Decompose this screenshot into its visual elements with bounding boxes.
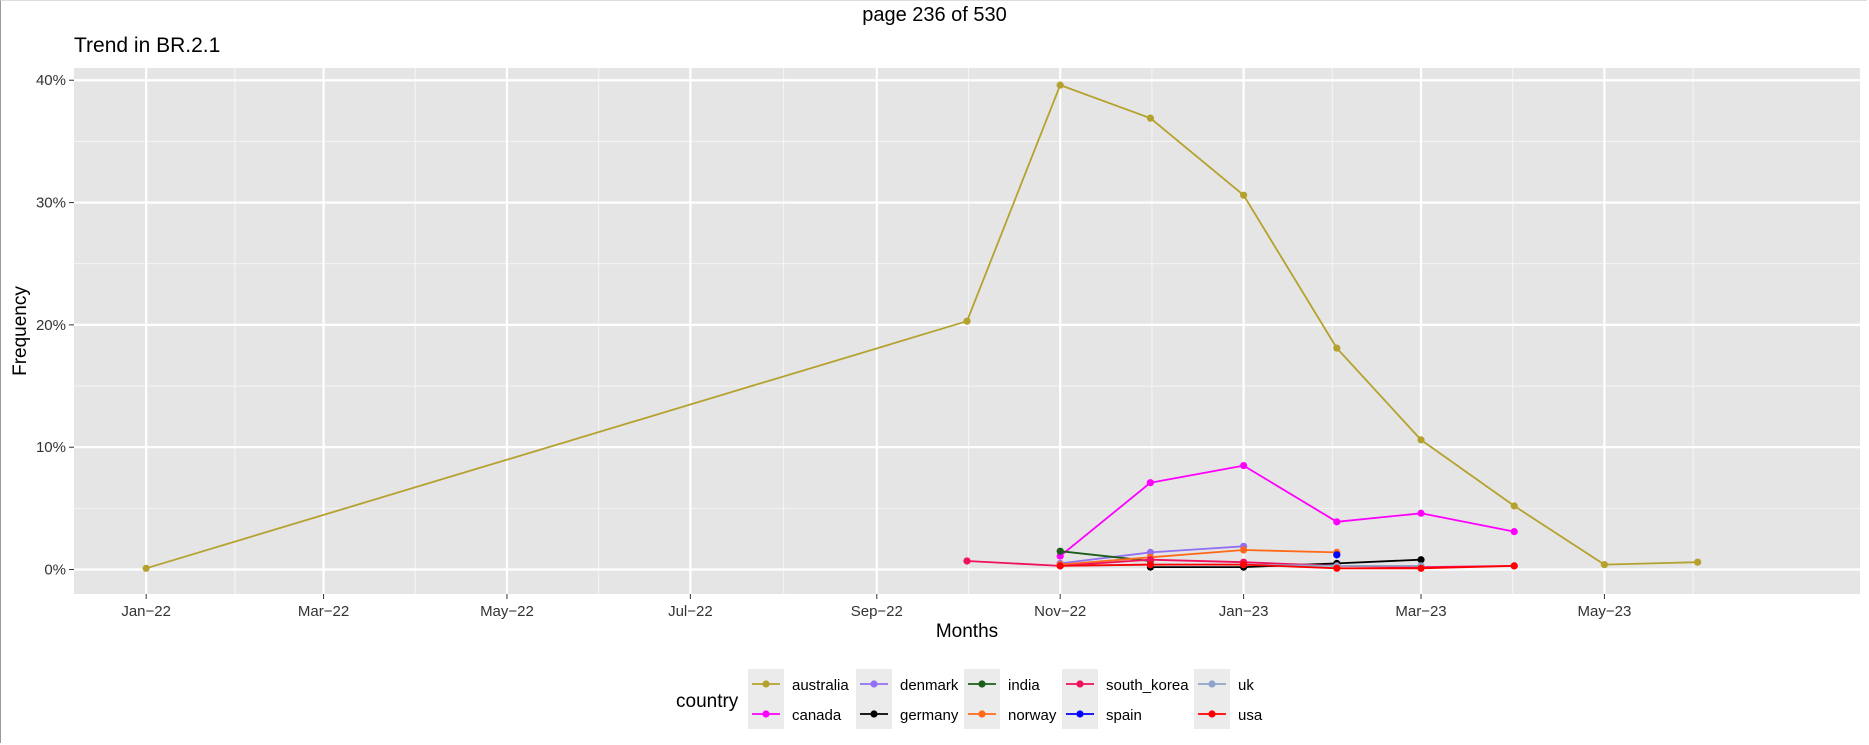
chart-title: Trend in BR.2.1 <box>74 34 221 57</box>
y-tick-label: 0% <box>44 562 66 579</box>
data-point-canada <box>1333 518 1341 526</box>
data-point-usa <box>1333 564 1341 572</box>
legend-title: country <box>676 691 739 712</box>
legend-item-denmark: denmark <box>856 669 959 699</box>
series-layer <box>142 81 1702 572</box>
legend-label: usa <box>1238 707 1263 724</box>
data-point-norway <box>1240 546 1248 554</box>
x-tick-label: Mar−23 <box>1395 603 1446 620</box>
series-line-canada <box>1059 464 1515 557</box>
legend-label: uk <box>1238 677 1254 694</box>
legend-key-point <box>762 710 770 718</box>
legend-label: spain <box>1106 707 1142 724</box>
data-point-australia <box>1333 344 1341 352</box>
data-point-usa <box>1417 564 1425 572</box>
legend-key-point <box>870 680 878 688</box>
series-spain <box>1333 551 1341 559</box>
legend-key-point <box>1076 680 1084 688</box>
legend-key-point <box>1076 710 1084 718</box>
legend-item-uk: uk <box>1194 669 1254 699</box>
legend-item-south_korea: south_korea <box>1062 669 1189 699</box>
y-tick-label: 40% <box>36 72 66 89</box>
data-point-australia <box>1510 502 1518 510</box>
data-point-canada <box>1510 528 1518 536</box>
series-line-norway <box>1060 549 1337 566</box>
x-axis-label: Months <box>936 621 998 642</box>
y-axis: 0% 10% 20% 30% 40% <box>36 72 74 579</box>
series-line-usa <box>1060 563 1515 570</box>
data-point-usa <box>1240 561 1248 569</box>
legend-item-india: india <box>964 669 1040 699</box>
data-point-canada <box>1240 461 1248 470</box>
legend: country australia canada denmark germany ind… <box>676 669 1263 729</box>
data-point-australia <box>963 317 971 325</box>
legend-item-norway: norway <box>964 699 1057 729</box>
data-point-usa <box>1146 561 1155 569</box>
legend-key-point <box>1208 710 1216 718</box>
legend-key-point <box>762 680 770 688</box>
data-point-canada <box>1146 479 1155 487</box>
x-tick-label: Nov−22 <box>1034 603 1086 620</box>
plot-background <box>74 68 1860 594</box>
data-point-australia <box>1694 558 1702 566</box>
legend-label: norway <box>1008 707 1057 724</box>
data-point-spain <box>1333 551 1341 559</box>
series-line-australia <box>145 84 1698 570</box>
legend-key-point <box>978 710 986 718</box>
legend-item-spain: spain <box>1062 699 1142 729</box>
data-point-australia <box>1417 436 1425 444</box>
data-point-germany <box>1417 556 1425 564</box>
legend-label: australia <box>792 677 849 694</box>
y-axis-label: Frequency <box>10 286 31 376</box>
legend-label: germany <box>900 707 959 724</box>
legend-label: india <box>1008 677 1040 694</box>
y-tick-label: 30% <box>36 195 66 212</box>
y-tick-label: 10% <box>36 439 66 456</box>
x-axis: Jan−22 Mar−22 May−22 Jul−22 Sep−22 Nov−22 Jan−… <box>121 594 1631 620</box>
legend-label: south_korea <box>1106 677 1189 694</box>
x-tick-label: Sep−22 <box>851 603 903 620</box>
legend-item-germany: germany <box>856 699 959 729</box>
major-gridlines <box>74 68 1860 594</box>
data-point-usa <box>1056 562 1064 570</box>
legend-key-point <box>1208 680 1216 688</box>
page-label: page 236 of 530 <box>862 4 1007 26</box>
x-tick-label: Jan−23 <box>1219 603 1269 620</box>
y-tick-label: 20% <box>36 317 66 334</box>
data-point-usa <box>1510 562 1518 570</box>
legend-label: denmark <box>900 677 959 694</box>
x-tick-label: Mar−22 <box>298 603 349 620</box>
data-point-australia <box>1056 81 1064 89</box>
legend-item-australia: australia <box>748 669 849 699</box>
data-point-australia <box>1600 561 1609 569</box>
legend-label: canada <box>792 707 842 724</box>
legend-key-point <box>978 680 986 688</box>
series-australia <box>142 81 1702 572</box>
data-point-australia <box>1146 114 1155 122</box>
legend-item-canada: canada <box>748 699 842 729</box>
legend-key-point <box>870 710 878 718</box>
x-tick-label: Jan−22 <box>121 603 171 620</box>
x-tick-label: May−22 <box>480 603 534 620</box>
data-point-australia <box>1240 191 1248 199</box>
series-usa <box>1056 561 1518 572</box>
data-point-south_korea <box>963 557 971 565</box>
data-point-india <box>1056 547 1064 555</box>
data-point-australia <box>142 564 150 572</box>
x-tick-label: May−23 <box>1578 603 1632 620</box>
x-tick-label: Jul−22 <box>668 603 713 620</box>
legend-item-usa: usa <box>1194 699 1263 729</box>
minor-gridlines <box>74 68 1860 594</box>
data-point-canada <box>1417 509 1425 517</box>
